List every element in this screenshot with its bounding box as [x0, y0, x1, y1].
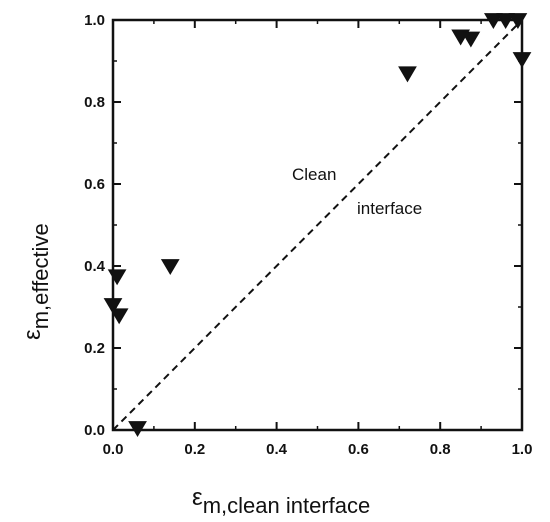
x-tick-label: 0.2: [184, 441, 205, 458]
data-point-triangle: [512, 52, 532, 69]
data-point-triangle: [483, 13, 503, 30]
data-point-triangle: [128, 421, 147, 438]
y-tick-label: 0.6: [84, 176, 105, 193]
y-axis-subscript: m,effective: [28, 223, 53, 329]
x-axis-subscript: m,clean interface: [203, 493, 371, 518]
x-tick-label: 0.4: [266, 441, 288, 458]
y-tick-label: 0.4: [84, 258, 106, 275]
x-axis-title: εm,clean interface: [192, 484, 370, 518]
data-point-triangle: [103, 298, 123, 315]
annotation-interface: interface: [357, 199, 422, 218]
y-tick-label: 1.0: [84, 12, 105, 29]
diagonal-dashed-line: [112, 19, 523, 431]
x-axis-symbol: ε: [192, 484, 203, 511]
data-point-triangle: [160, 259, 180, 276]
data-point-triangle: [107, 269, 127, 286]
annotation-clean: Clean: [292, 165, 336, 184]
x-tick-label: 0.8: [430, 441, 451, 458]
data-point-triangle: [496, 13, 516, 30]
x-tick-label: 0.0: [103, 441, 124, 458]
data-point-triangle: [461, 31, 481, 48]
y-tick-label: 0.2: [84, 340, 105, 357]
x-tick-label: 0.6: [348, 441, 369, 458]
y-axis-title: εm,effective: [19, 223, 53, 340]
data-point-triangle: [398, 66, 417, 83]
data-point-triangle: [109, 308, 129, 325]
reference-line: [112, 19, 523, 431]
y-axis-symbol: ε: [19, 329, 46, 340]
x-tick-label: 1.0: [512, 441, 533, 458]
y-tick-label: 0.0: [84, 422, 105, 439]
y-tick-label: 0.8: [84, 94, 105, 111]
axis-ticks: 0.0 0.2 0.4 0.6 0.8 1.0 0.0 0.2 0.4 0.6 0.8 1.0: [84, 12, 532, 458]
